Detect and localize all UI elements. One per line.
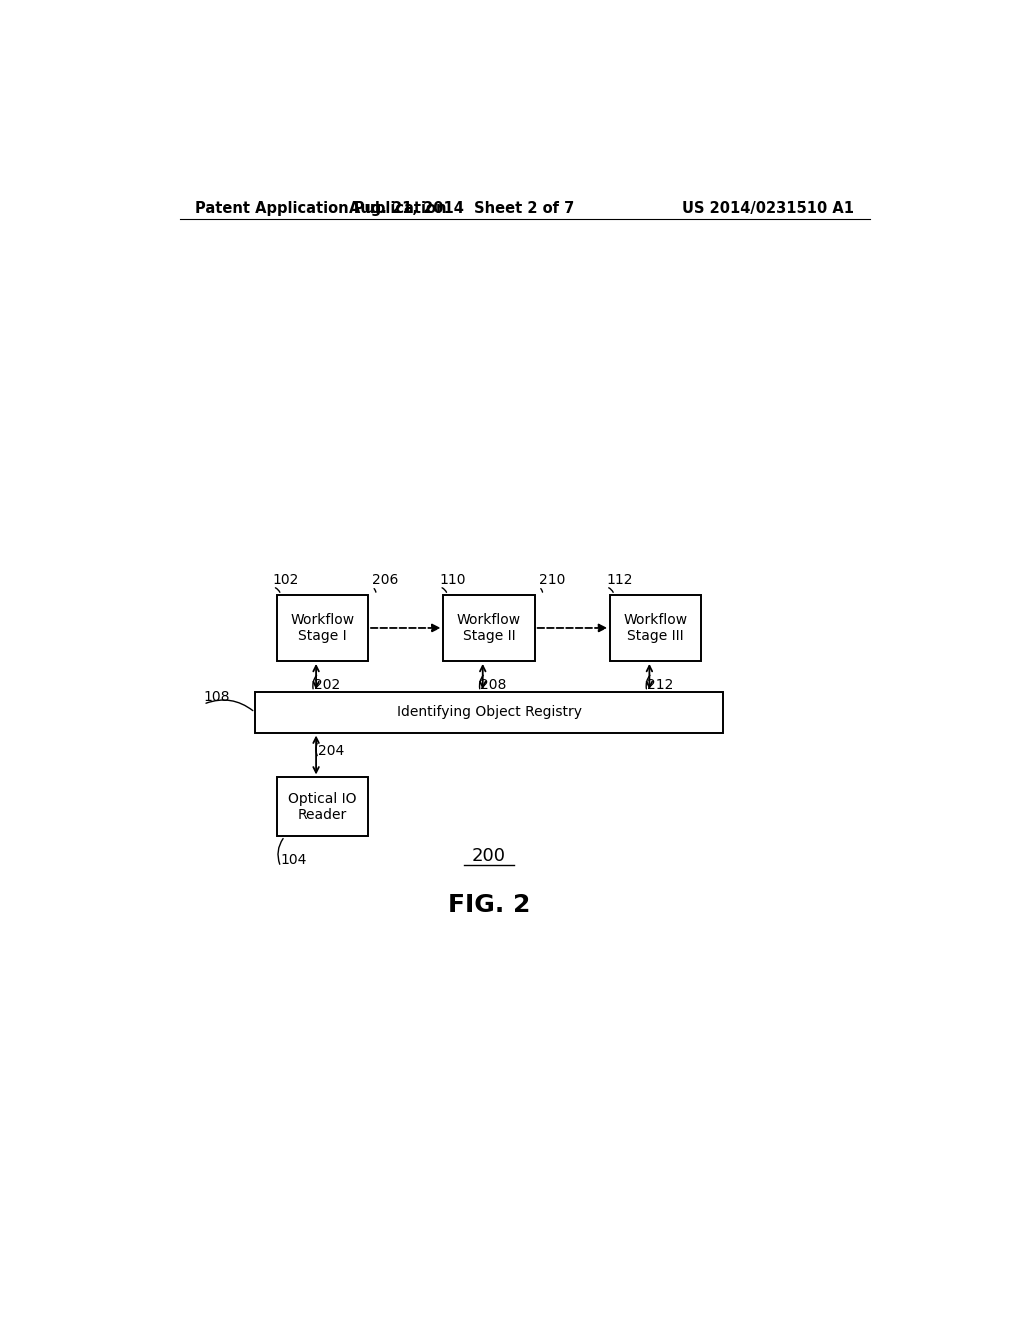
Text: 204: 204 <box>318 744 345 758</box>
Text: Optical IO
Reader: Optical IO Reader <box>288 792 356 822</box>
Text: Workflow
Stage II: Workflow Stage II <box>457 612 521 643</box>
Text: 110: 110 <box>439 573 466 587</box>
Bar <box>255 692 723 733</box>
Text: FIG. 2: FIG. 2 <box>447 894 530 917</box>
Text: Workflow
Stage I: Workflow Stage I <box>291 612 354 643</box>
Bar <box>610 595 701 661</box>
Text: 108: 108 <box>204 690 230 704</box>
Text: 202: 202 <box>313 677 340 692</box>
Text: 102: 102 <box>272 573 299 587</box>
Bar <box>276 595 368 661</box>
Text: 210: 210 <box>539 573 565 587</box>
Text: 208: 208 <box>480 677 507 692</box>
Text: 212: 212 <box>647 677 674 692</box>
Bar <box>276 777 368 837</box>
Text: Identifying Object Registry: Identifying Object Registry <box>396 705 582 719</box>
Text: Patent Application Publication: Patent Application Publication <box>196 201 446 215</box>
Text: Aug. 21, 2014  Sheet 2 of 7: Aug. 21, 2014 Sheet 2 of 7 <box>349 201 573 215</box>
Bar <box>443 595 535 661</box>
Text: 200: 200 <box>472 847 506 865</box>
Text: US 2014/0231510 A1: US 2014/0231510 A1 <box>682 201 854 215</box>
Text: 112: 112 <box>606 573 633 587</box>
Text: 104: 104 <box>281 853 307 867</box>
Text: 206: 206 <box>372 573 398 587</box>
Text: Workflow
Stage III: Workflow Stage III <box>624 612 688 643</box>
